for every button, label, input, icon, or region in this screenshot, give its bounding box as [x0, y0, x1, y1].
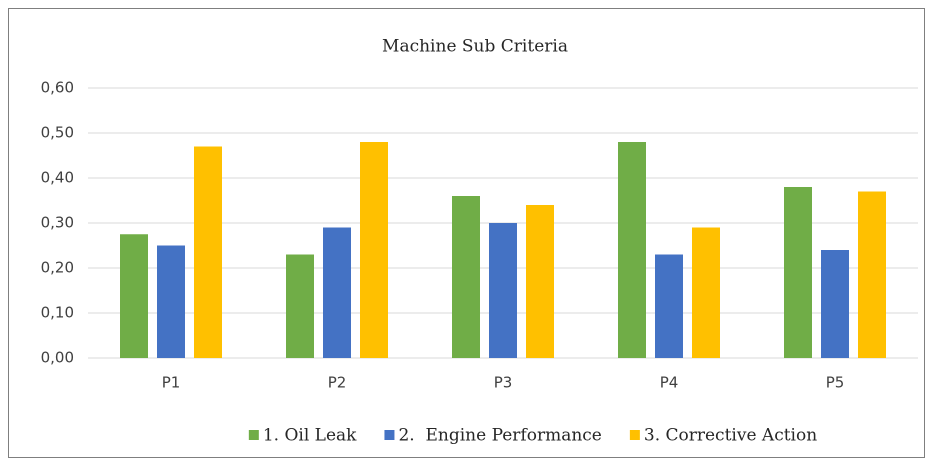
x-tick-label: P2: [328, 374, 347, 392]
y-tick-label: 0,20: [41, 259, 74, 277]
bar: [858, 191, 886, 358]
bar: [618, 142, 646, 358]
bar: [194, 146, 222, 358]
bar: [157, 245, 185, 358]
legend-swatch: [384, 430, 395, 440]
legend-label: 1. Oil Leak: [263, 426, 357, 446]
legend-swatch: [248, 430, 259, 440]
x-tick-label: P4: [660, 374, 679, 392]
y-tick-label: 0,10: [41, 304, 74, 322]
y-tick-label: 0,60: [41, 79, 74, 97]
bar: [452, 196, 480, 358]
bar: [821, 250, 849, 358]
legend-swatch: [629, 430, 640, 440]
bar: [692, 227, 720, 358]
legend-label: 3. Corrective Action: [644, 426, 817, 446]
bar: [120, 234, 148, 358]
bar: [784, 187, 812, 358]
bar: [526, 205, 554, 358]
y-tick-label: 0,40: [41, 169, 74, 187]
legend-label: 2. Engine Performance: [398, 426, 601, 446]
x-tick-label: P5: [826, 374, 845, 392]
y-tick-label: 0,50: [41, 124, 74, 142]
chart-title: Machine Sub Criteria: [382, 37, 568, 57]
x-tick-label: P1: [162, 374, 181, 392]
y-tick-label: 0,00: [41, 349, 74, 367]
bar: [360, 142, 388, 358]
bar: [323, 227, 351, 358]
bar: [489, 223, 517, 358]
y-tick-label: 0,30: [41, 214, 74, 232]
x-tick-label: P3: [494, 374, 513, 392]
bar: [655, 254, 683, 358]
bar: [286, 254, 314, 358]
